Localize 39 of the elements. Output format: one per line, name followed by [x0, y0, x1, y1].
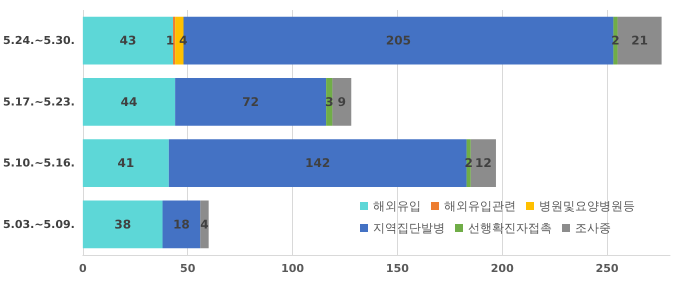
x-tick-label: 0 [79, 262, 88, 275]
data-label: 9 [338, 94, 346, 109]
data-label: 41 [117, 156, 134, 170]
data-label: 4 [200, 217, 209, 232]
data-label: 205 [386, 34, 411, 48]
data-label: 21 [631, 34, 648, 48]
bar [332, 78, 352, 126]
x-tick-label: 50 [180, 262, 196, 275]
data-label: 3 [325, 94, 334, 109]
data-label: 43 [120, 34, 136, 48]
y-tick-label: 5.24.~5.30. [2, 34, 75, 48]
legend-label: 해외유입 [373, 199, 421, 213]
x-tick-label: 200 [490, 262, 514, 275]
y-tick-label: 5.10.~5.16. [2, 156, 75, 170]
data-label: 142 [305, 156, 330, 170]
x-tick-label: 100 [281, 262, 304, 275]
data-label: 38 [114, 217, 132, 232]
bar [82, 78, 176, 126]
data-label: 12 [475, 156, 492, 170]
data-label: 72 [242, 94, 259, 109]
legend-label: 해외유입관련 [444, 199, 516, 213]
legend-label: 병원및요양병원등 [539, 199, 635, 213]
y-tick-label: 5.17.~5.23. [2, 95, 75, 108]
bar [175, 78, 326, 126]
legend-label: 선행확진자접촉 [468, 221, 552, 235]
bar [82, 200, 163, 248]
data-label: 18 [173, 217, 190, 232]
bar [470, 139, 496, 188]
data-label: 44 [120, 94, 138, 109]
bar [82, 16, 174, 65]
bar [162, 200, 200, 248]
bar [82, 139, 169, 188]
bar [168, 139, 467, 188]
x-tick-label: 250 [596, 262, 619, 275]
legend-label: 조사중 [575, 221, 611, 235]
legend-label: 지역집단발병 [373, 221, 445, 235]
y-tick-label: 5.03.~5.09. [2, 218, 75, 231]
x-tick-label: 150 [386, 262, 410, 275]
bar [618, 16, 662, 65]
